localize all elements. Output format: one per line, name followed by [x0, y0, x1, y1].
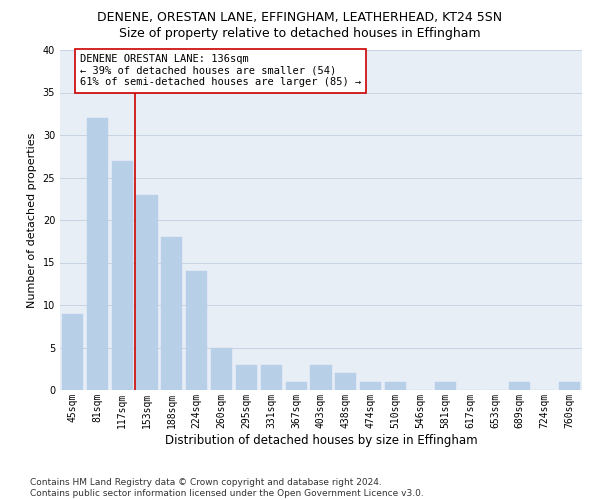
Bar	[435, 382, 456, 390]
Bar	[559, 382, 580, 390]
Bar	[335, 373, 356, 390]
Text: DENENE ORESTAN LANE: 136sqm
← 39% of detached houses are smaller (54)
61% of sem: DENENE ORESTAN LANE: 136sqm ← 39% of det…	[80, 54, 361, 88]
Y-axis label: Number of detached properties: Number of detached properties	[27, 132, 37, 308]
Bar	[236, 364, 257, 390]
Bar	[211, 348, 232, 390]
Bar	[62, 314, 83, 390]
Bar	[509, 382, 530, 390]
Bar	[87, 118, 108, 390]
Bar	[112, 160, 133, 390]
Text: Size of property relative to detached houses in Effingham: Size of property relative to detached ho…	[119, 28, 481, 40]
Bar	[286, 382, 307, 390]
Bar	[261, 364, 282, 390]
Bar	[136, 194, 158, 390]
X-axis label: Distribution of detached houses by size in Effingham: Distribution of detached houses by size …	[164, 434, 478, 446]
Bar	[161, 237, 182, 390]
Bar	[186, 271, 207, 390]
Text: DENENE, ORESTAN LANE, EFFINGHAM, LEATHERHEAD, KT24 5SN: DENENE, ORESTAN LANE, EFFINGHAM, LEATHER…	[97, 11, 503, 24]
Text: Contains HM Land Registry data © Crown copyright and database right 2024.
Contai: Contains HM Land Registry data © Crown c…	[30, 478, 424, 498]
Bar	[360, 382, 381, 390]
Bar	[310, 364, 332, 390]
Bar	[385, 382, 406, 390]
